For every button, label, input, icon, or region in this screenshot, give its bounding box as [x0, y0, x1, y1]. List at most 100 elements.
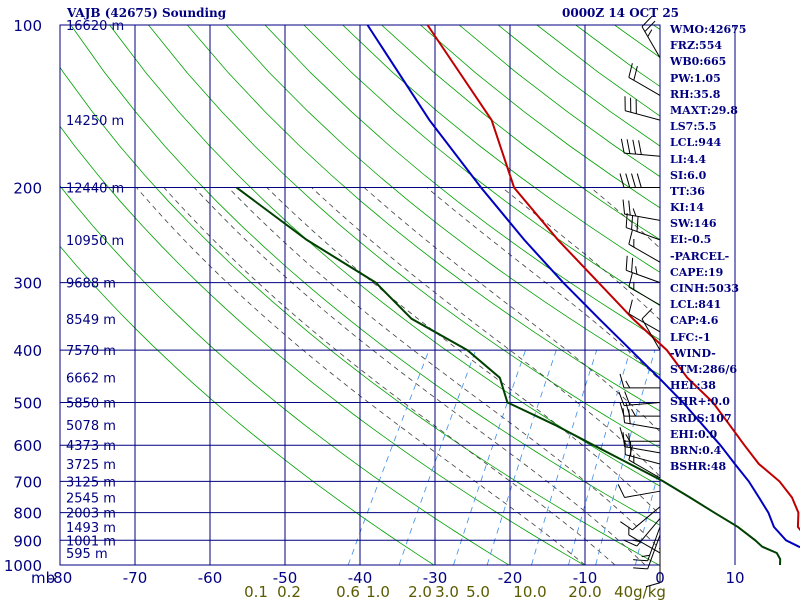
- mixing-ratio-line: [453, 349, 526, 565]
- wind-barb-staff: [641, 26, 661, 59]
- index-row: BSHR:48: [670, 460, 727, 474]
- index-label: BSHR: [670, 460, 707, 474]
- mixing-ratio-line: [531, 349, 598, 565]
- height-label: 10950 m: [66, 234, 124, 249]
- height-label: 4373 m: [66, 439, 116, 454]
- index-row: LCL:841: [670, 298, 722, 312]
- index-label: KI: [670, 201, 685, 215]
- index-value: 19: [708, 265, 724, 279]
- wind-barb-flag: [626, 139, 631, 154]
- dry-adiabat: [342, 25, 660, 273]
- index-label: -PARCEL-: [670, 249, 730, 263]
- moist-adiabat: [136, 187, 586, 565]
- index-row: WB0:665: [670, 55, 727, 69]
- wind-barb: [619, 373, 660, 389]
- index-value: 841: [698, 298, 722, 312]
- wind-barb-flag: [628, 445, 633, 461]
- pressure-tick-label: 800: [13, 505, 42, 523]
- wind-barb: [633, 534, 661, 570]
- wind-barb-flag: [628, 272, 633, 288]
- wind-barb-flag: [628, 63, 633, 78]
- temperature-tick-label: -70: [123, 569, 148, 587]
- index-label: LFC: [670, 330, 695, 344]
- index-label: LI: [670, 152, 683, 166]
- index-value: 554: [699, 39, 723, 53]
- wind-barb-staff: [624, 152, 661, 157]
- height-label: 3725 m: [66, 458, 116, 473]
- index-label: SI: [670, 168, 684, 182]
- dry-adiabat: [264, 25, 660, 341]
- dry-adiabat: [225, 25, 660, 376]
- index-label: SHR+: [670, 395, 707, 409]
- index-value: -0.5: [687, 233, 712, 247]
- wind-barb-staff: [626, 269, 661, 284]
- wind-barb-flag: [623, 539, 638, 547]
- wind-barb-flag: [645, 582, 661, 588]
- wind-barb-flag: [633, 66, 638, 81]
- wind-barb-flag: [628, 200, 631, 216]
- wind-barb-staff: [624, 490, 661, 498]
- wind-barb: [620, 506, 661, 531]
- height-label: 6662 m: [66, 372, 116, 387]
- wind-barb-flag: [625, 380, 631, 389]
- moist-adiabat: [501, 187, 660, 321]
- height-label: 595 m: [66, 547, 108, 562]
- index-label: TT: [670, 184, 686, 198]
- wind-barb-flag: [644, 20, 656, 32]
- wind-barb-flag: [641, 308, 653, 320]
- index-label: LCL: [670, 298, 695, 312]
- wind-barb-flag: [641, 15, 653, 27]
- dry-adiabat: [303, 25, 660, 307]
- index-row: CAPE:19: [670, 265, 724, 279]
- index-label: WMO: [670, 23, 705, 36]
- wind-barb-flag: [619, 373, 625, 389]
- temperature-tick-label: -50: [273, 569, 298, 587]
- index-row: CINH:5033: [670, 282, 740, 295]
- index-label: WB0: [670, 55, 700, 69]
- mixing-ratio-line: [595, 349, 656, 565]
- index-row: WMO:42675: [670, 23, 747, 36]
- wind-barb-flag: [631, 173, 637, 188]
- wind-barb-flag: [635, 266, 638, 275]
- height-label: 2003 m: [66, 507, 116, 522]
- wind-barb: [619, 173, 660, 189]
- index-value: 38: [700, 379, 716, 393]
- index-value: 4.6: [699, 314, 719, 328]
- index-row: LI:4.4: [670, 152, 707, 166]
- wind-barb-flag: [624, 391, 631, 406]
- temperature-tick-label: -80: [48, 569, 73, 587]
- index-row: STM:286/6: [670, 362, 738, 376]
- wind-barb-staff: [624, 213, 661, 221]
- index-row: SW:146: [670, 217, 717, 231]
- wind-barb-flag: [618, 391, 625, 406]
- moist-adiabat: [266, 187, 660, 516]
- pressure-tick-label: 1000: [4, 557, 42, 575]
- wind-barb-staff: [647, 526, 661, 561]
- index-label: EI: [670, 233, 684, 247]
- index-row: LS7:5.5: [670, 120, 717, 134]
- index-row: RH:35.8: [670, 87, 721, 101]
- wind-barb-flag: [628, 299, 633, 314]
- index-value: 6.0: [687, 168, 707, 182]
- index-value: 286/6: [702, 362, 738, 376]
- indices-panel: WMO:42675 FRZ:554 WB0:665 PW:1.05 RH:35.8 MAX…: [670, 22, 798, 475]
- wind-barb-staff: [632, 506, 661, 531]
- height-label: 5850 m: [66, 396, 116, 411]
- wind-barb-staff: [625, 454, 661, 465]
- mixing-ratio-line: [568, 349, 631, 565]
- mixing-ratio-label: 3.0: [435, 583, 459, 600]
- wind-barb-flag: [633, 559, 648, 562]
- index-row: SRDS:107: [670, 411, 732, 425]
- wind-barb-flag: [628, 229, 633, 245]
- wind-barb-flag: [631, 257, 634, 273]
- wind-barb: [628, 526, 661, 554]
- index-value: 665: [703, 55, 727, 69]
- dry-adiabat: [60, 185, 510, 565]
- index-label: -WIND-: [670, 346, 716, 360]
- temperature-tick-label: -40: [348, 569, 373, 587]
- index-label: FRZ: [670, 39, 695, 53]
- index-label: HEL: [670, 379, 697, 393]
- parcel-trace: [366, 24, 800, 549]
- index-label: LS7: [670, 120, 694, 134]
- index-value: 48: [710, 460, 727, 474]
